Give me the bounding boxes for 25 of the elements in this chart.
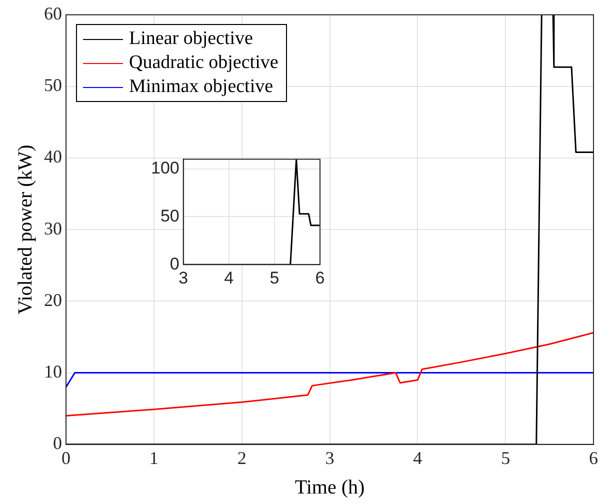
y-tick-label: 10	[44, 362, 62, 382]
y-tick-label: 50	[44, 75, 62, 96]
x-tick-label: 6	[589, 448, 598, 468]
legend-label: Minimax objective	[129, 76, 274, 98]
x-tick-label: 3	[178, 268, 188, 288]
x-tick-label: 4	[224, 268, 234, 288]
x-tick-label: 4	[413, 448, 422, 468]
y-tick-label: 50	[160, 206, 180, 226]
y-tick-label: 0	[53, 433, 62, 454]
y-tick-label: 30	[44, 218, 62, 238]
x-tick-label: 3	[325, 448, 334, 468]
x-tick-label: 6	[315, 268, 325, 288]
x-tick-label: 5	[270, 268, 280, 288]
x-axis-title: Time (h)	[294, 476, 365, 498]
legend-label: Quadratic objective	[129, 52, 278, 74]
y-tick-label: 20	[44, 290, 62, 310]
legend-label: Linear objective	[129, 28, 253, 50]
y-axis-title: Violated power (kW)	[14, 144, 36, 315]
x-tick-label: 2	[237, 448, 246, 468]
y-tick-label: 60	[44, 4, 62, 24]
y-tick-label: 100	[150, 158, 180, 178]
x-tick-label: 5	[501, 448, 510, 468]
x-tick-label: 1	[149, 448, 158, 468]
y-tick-label: 0	[170, 254, 180, 274]
y-tick-label: 40	[44, 146, 62, 167]
